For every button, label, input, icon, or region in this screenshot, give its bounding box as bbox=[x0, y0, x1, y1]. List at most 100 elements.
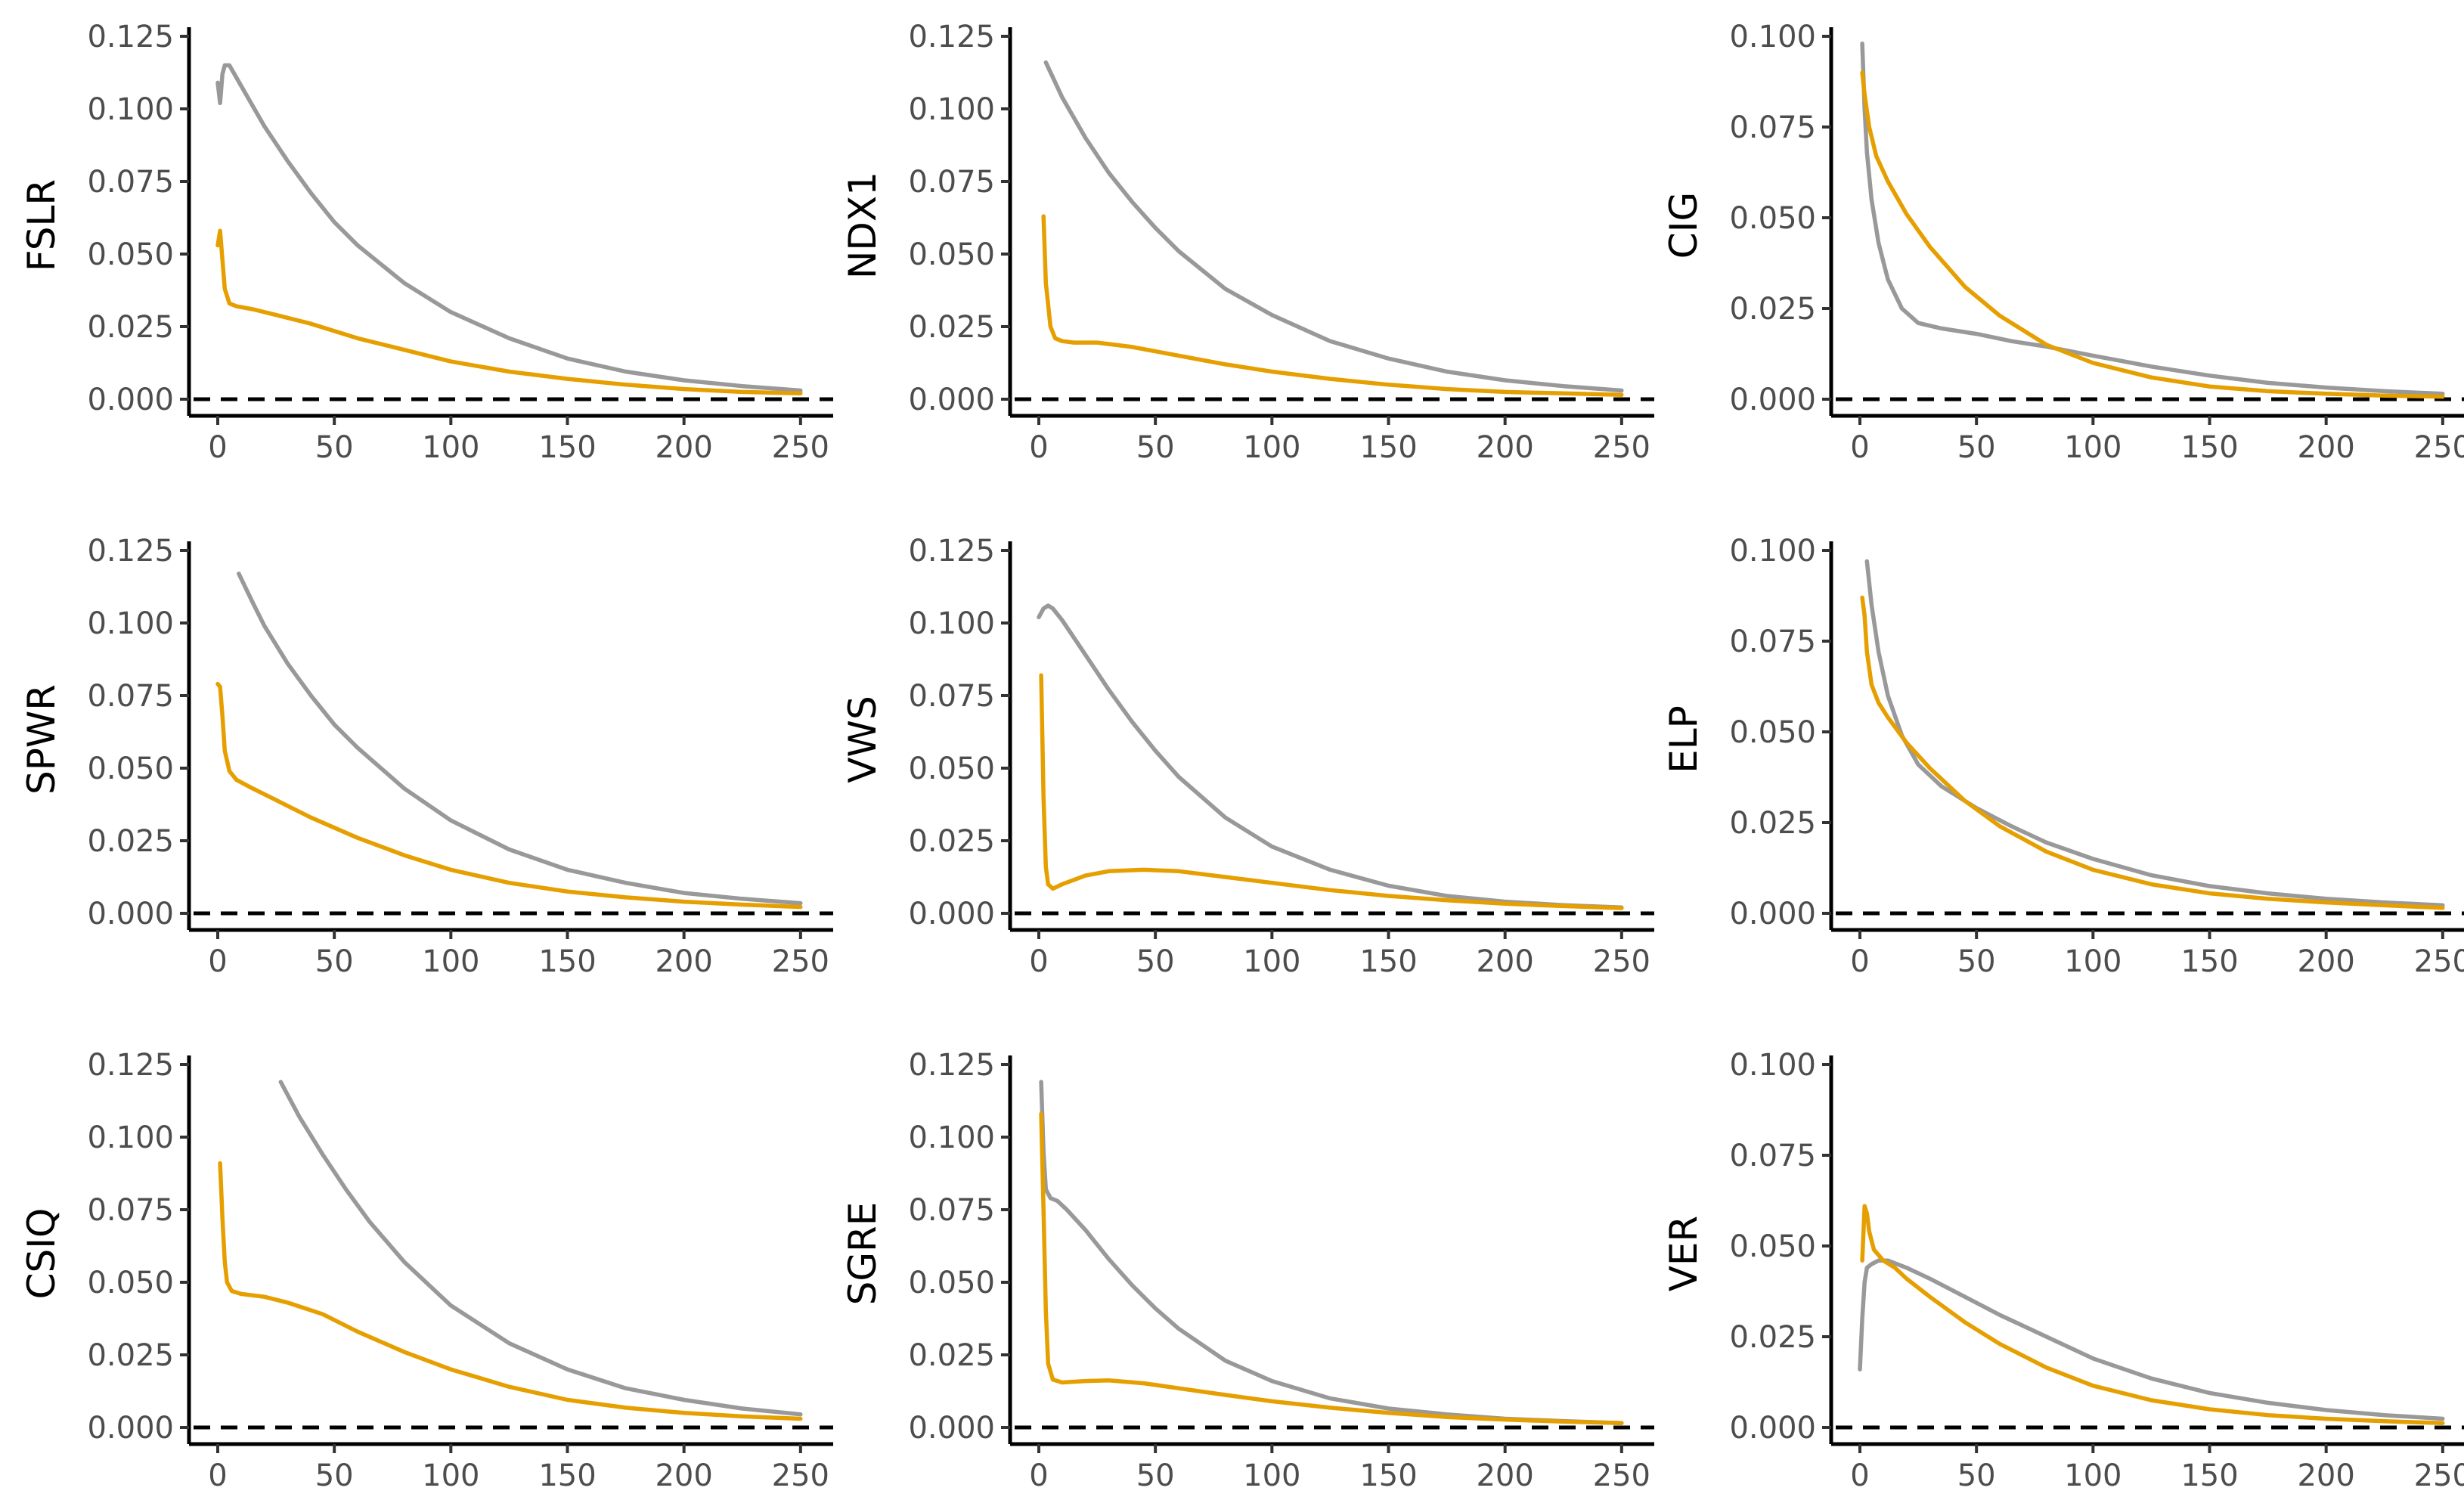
x-tick-label: 200 bbox=[2297, 944, 2354, 979]
y-tick-label: 0.100 bbox=[908, 92, 995, 127]
y-tick-label: 0.075 bbox=[908, 1193, 995, 1228]
y-tick-label: 0.100 bbox=[1729, 534, 1816, 569]
x-tick-label: 50 bbox=[1957, 430, 1996, 465]
y-tick-label: 0.100 bbox=[87, 606, 174, 641]
x-tick-label: 50 bbox=[315, 430, 354, 465]
series-line-gray bbox=[1043, 60, 1624, 393]
x-tick-label: 0 bbox=[1850, 430, 1869, 465]
y-tick-label: 0.000 bbox=[1729, 897, 1816, 931]
y-axis-title: CIG bbox=[1662, 192, 1706, 259]
series-line-orange bbox=[1039, 1111, 1624, 1425]
x-tick-label: 100 bbox=[2064, 1458, 2122, 1493]
y-tick-label: 0.025 bbox=[908, 824, 995, 859]
x-tick-label: 250 bbox=[1593, 944, 1650, 979]
y-tick-label: 0.025 bbox=[908, 1338, 995, 1373]
y-tick-label: 0.125 bbox=[908, 534, 995, 569]
y-tick-label: 0.000 bbox=[908, 897, 995, 931]
y-axis-title: ELP bbox=[1662, 705, 1706, 773]
x-tick-label: 200 bbox=[1476, 1458, 1533, 1493]
x-tick-label: 0 bbox=[208, 1458, 227, 1493]
series-line-orange bbox=[1860, 70, 2445, 399]
y-tick-label: 0.100 bbox=[1729, 1048, 1816, 1083]
x-tick-label: 150 bbox=[538, 1458, 596, 1493]
x-tick-label: 150 bbox=[2180, 944, 2238, 979]
x-tick-label: 150 bbox=[2180, 430, 2238, 465]
x-tick-label: 0 bbox=[1029, 1458, 1048, 1493]
y-tick-label: 0.050 bbox=[908, 1266, 995, 1300]
y-tick-label: 0.100 bbox=[908, 1120, 995, 1155]
x-tick-label: 50 bbox=[1957, 1458, 1996, 1493]
y-tick-label: 0.050 bbox=[1729, 1229, 1816, 1264]
y-tick-label: 0.100 bbox=[87, 1120, 174, 1155]
y-tick-label: 0.100 bbox=[1729, 20, 1816, 54]
y-tick-label: 0.075 bbox=[1729, 625, 1816, 659]
series-line-gray bbox=[237, 571, 803, 906]
x-tick-label: 0 bbox=[1029, 944, 1048, 979]
y-tick-label: 0.050 bbox=[1729, 201, 1816, 236]
y-tick-label: 0.000 bbox=[87, 1411, 174, 1446]
y-axis-title: NDX1 bbox=[841, 172, 885, 279]
x-tick-label: 200 bbox=[1476, 430, 1533, 465]
y-tick-label: 0.025 bbox=[87, 824, 174, 859]
series-line-gray bbox=[215, 63, 803, 393]
x-tick-label: 150 bbox=[1359, 944, 1417, 979]
x-tick-label: 250 bbox=[1593, 430, 1650, 465]
y-tick-label: 0.075 bbox=[1729, 1139, 1816, 1173]
series-line-gray bbox=[1037, 603, 1624, 910]
panel-sgre: 0.000 0.025 0.050 0.075 0.100 0.125 0 50 100 150 2… bbox=[841, 1048, 1654, 1493]
y-tick-label: 0.125 bbox=[87, 1048, 174, 1083]
y-tick-label: 0.125 bbox=[87, 534, 174, 569]
y-tick-label: 0.025 bbox=[1729, 292, 1816, 327]
y-tick-label: 0.050 bbox=[908, 237, 995, 272]
x-tick-label: 100 bbox=[422, 944, 479, 979]
y-tick-label: 0.075 bbox=[1729, 110, 1816, 145]
x-tick-label: 50 bbox=[1136, 430, 1175, 465]
x-tick-label: 250 bbox=[772, 944, 829, 979]
panel-elp: 0.000 0.025 0.050 0.075 0.100 0 50 100 150 200 250… bbox=[1662, 534, 2464, 979]
series-line-orange bbox=[1860, 1204, 2445, 1425]
series-line-orange bbox=[1039, 673, 1624, 910]
y-tick-label: 0.100 bbox=[908, 606, 995, 641]
x-tick-label: 50 bbox=[315, 944, 354, 979]
series-line-gray bbox=[1860, 41, 2445, 396]
series-line-gray bbox=[1864, 559, 2445, 908]
x-tick-label: 150 bbox=[538, 944, 596, 979]
y-axis-title: SGRE bbox=[841, 1202, 885, 1306]
y-tick-label: 0.075 bbox=[908, 679, 995, 714]
panel-fslr: 0.000 0.025 0.050 0.075 0.100 0.125 0 50 100 150 2… bbox=[20, 20, 833, 465]
x-tick-label: 50 bbox=[315, 1458, 354, 1493]
y-tick-label: 0.000 bbox=[908, 1411, 995, 1446]
x-tick-label: 150 bbox=[2180, 1458, 2238, 1493]
y-tick-label: 0.025 bbox=[87, 310, 174, 345]
y-tick-label: 0.125 bbox=[87, 20, 174, 54]
y-tick-label: 0.000 bbox=[1729, 1411, 1816, 1446]
y-axis-title: SPWR bbox=[20, 684, 64, 795]
x-tick-label: 0 bbox=[208, 944, 227, 979]
y-tick-label: 0.125 bbox=[908, 20, 995, 54]
series-line-gray bbox=[1858, 1258, 2445, 1421]
x-tick-label: 250 bbox=[772, 430, 829, 465]
y-tick-label: 0.075 bbox=[87, 679, 174, 714]
x-tick-label: 50 bbox=[1136, 944, 1175, 979]
panel-vws: 0.000 0.025 0.050 0.075 0.100 0.125 0 50 100 150 2… bbox=[841, 534, 1654, 979]
y-tick-label: 0.075 bbox=[87, 165, 174, 200]
series-line-orange bbox=[215, 228, 803, 396]
x-tick-label: 200 bbox=[655, 944, 712, 979]
x-tick-label: 100 bbox=[1243, 1458, 1300, 1493]
y-tick-label: 0.125 bbox=[908, 1048, 995, 1083]
x-tick-label: 250 bbox=[2414, 1458, 2464, 1493]
y-tick-label: 0.000 bbox=[87, 383, 174, 417]
y-axis-title: VWS bbox=[841, 696, 885, 783]
y-tick-label: 0.025 bbox=[1729, 806, 1816, 841]
series-line-orange bbox=[1860, 595, 2445, 910]
series-line-orange bbox=[1041, 214, 1624, 397]
series-line-gray bbox=[1039, 1080, 1624, 1425]
y-tick-label: 0.050 bbox=[87, 752, 174, 786]
x-tick-label: 50 bbox=[1136, 1458, 1175, 1493]
y-tick-label: 0.100 bbox=[87, 92, 174, 127]
x-tick-label: 50 bbox=[1957, 944, 1996, 979]
x-tick-label: 100 bbox=[422, 430, 479, 465]
x-tick-label: 200 bbox=[655, 1458, 712, 1493]
x-tick-label: 100 bbox=[2064, 430, 2122, 465]
